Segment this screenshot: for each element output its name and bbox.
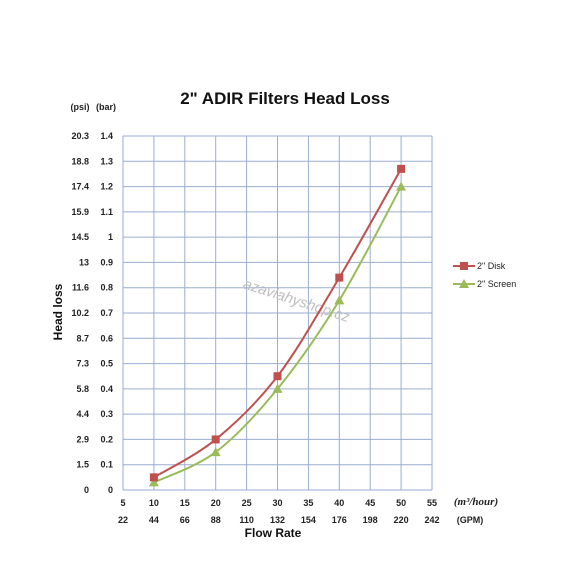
y-tick-bar: 0 bbox=[108, 485, 113, 495]
series-line-disk bbox=[153, 168, 402, 479]
legend-label-disk: 2" Disk bbox=[477, 261, 506, 271]
y-tick-psi: 15.9 bbox=[71, 207, 89, 217]
x-tick-gpm: 198 bbox=[363, 515, 378, 525]
data-point-disk bbox=[273, 372, 282, 381]
y-tick-psi: 13 bbox=[79, 257, 89, 267]
data-point-disk bbox=[211, 435, 220, 444]
y-tick-psi: 2.9 bbox=[76, 434, 89, 444]
y-axis-label: Head loss bbox=[51, 283, 65, 340]
data-point-screen bbox=[210, 447, 221, 457]
x-tick-m3h: 15 bbox=[180, 498, 190, 508]
data-point-screen bbox=[334, 295, 345, 305]
y-tick-bar: 0.3 bbox=[100, 409, 113, 419]
x-tick-gpm: 110 bbox=[239, 515, 254, 525]
data-point-screen bbox=[148, 477, 159, 487]
series bbox=[148, 164, 407, 487]
x-tick-m3h: 40 bbox=[334, 498, 344, 508]
y-unit-psi: (psi) bbox=[71, 102, 90, 112]
y-tick-bar: 0.9 bbox=[100, 257, 113, 267]
x-unit-gpm: (GPM) bbox=[457, 515, 484, 525]
x-unit-m3-hour: (m³/hour) bbox=[454, 496, 498, 508]
y-tick-bar: 0.4 bbox=[100, 384, 113, 394]
data-point-screen bbox=[272, 383, 283, 393]
x-tick-gpm: 88 bbox=[211, 515, 221, 525]
y-tick-psi: 14.5 bbox=[71, 232, 89, 242]
x-axis-label: Flow Rate bbox=[245, 526, 302, 540]
x-tick-gpm: 132 bbox=[270, 515, 285, 525]
x-tick-gpm: 66 bbox=[180, 515, 190, 525]
legend-marker-screen bbox=[459, 279, 469, 288]
x-tick-m3h: 5 bbox=[120, 498, 125, 508]
x-tick-gpm: 220 bbox=[394, 515, 409, 525]
y-tick-bar: 0.7 bbox=[100, 308, 113, 318]
x-tick-m3h: 35 bbox=[303, 498, 313, 508]
y-tick-bar: 0.6 bbox=[100, 333, 113, 343]
y-tick-bar: 0.1 bbox=[100, 460, 113, 470]
legend-label-screen: 2" Screen bbox=[477, 279, 516, 289]
x-tick-gpm: 44 bbox=[149, 515, 159, 525]
y-tick-psi: 10.2 bbox=[71, 308, 89, 318]
y-tick-bar: 0.8 bbox=[100, 283, 113, 293]
x-tick-m3h: 55 bbox=[427, 498, 437, 508]
x-tick-m3h: 45 bbox=[365, 498, 375, 508]
y-tick-bar: 0.2 bbox=[100, 434, 113, 444]
x-tick-gpm: 176 bbox=[332, 515, 347, 525]
legend-marker-disk bbox=[460, 262, 468, 270]
y-tick-psi: 18.8 bbox=[71, 156, 89, 166]
y-tick-psi: 1.5 bbox=[76, 460, 89, 470]
y-tick-psi: 4.4 bbox=[76, 409, 89, 419]
y-unit-bar: (bar) bbox=[96, 102, 116, 112]
legend: 2" Disk 2" Screen bbox=[453, 261, 516, 289]
y-tick-psi: 20.3 bbox=[71, 131, 89, 141]
x-tick-gpm: 242 bbox=[424, 515, 439, 525]
x-tick-m3h: 50 bbox=[396, 498, 406, 508]
data-point-screen bbox=[396, 181, 407, 191]
x-tick-m3h: 25 bbox=[242, 498, 252, 508]
data-point-disk bbox=[335, 273, 344, 282]
chart-title: 2" ADIR Filters Head Loss bbox=[180, 89, 390, 108]
data-point-disk bbox=[397, 164, 406, 173]
y-tick-psi: 7.3 bbox=[76, 359, 89, 369]
x-tick-m3h: 20 bbox=[211, 498, 221, 508]
series-line-screen bbox=[153, 186, 402, 484]
y-tick-psi: 0 bbox=[84, 485, 89, 495]
x-tick-m3h: 10 bbox=[149, 498, 159, 508]
grid bbox=[122, 135, 433, 491]
x-tick-gpm: 154 bbox=[301, 515, 316, 525]
x-tick-gpm: 22 bbox=[118, 515, 128, 525]
y-tick-bar: 1.1 bbox=[100, 207, 113, 217]
y-tick-bar: 1.3 bbox=[100, 156, 113, 166]
y-tick-bar: 1.4 bbox=[100, 131, 113, 141]
y-tick-bar: 0.5 bbox=[100, 359, 113, 369]
x-tick-m3h: 30 bbox=[272, 498, 282, 508]
y-tick-bar: 1.2 bbox=[100, 182, 113, 192]
tick-labels: 0 0 0.1 1.5 0.2 2.9 0.3 4.4 0.4 5.8 0.5 7.3 0.6 8.7 0.… bbox=[71, 131, 439, 525]
y-tick-bar: 1 bbox=[108, 232, 113, 242]
y-tick-psi: 17.4 bbox=[71, 182, 89, 192]
y-tick-psi: 5.8 bbox=[76, 384, 89, 394]
y-tick-psi: 8.7 bbox=[76, 333, 89, 343]
data-point-disk bbox=[149, 473, 158, 482]
y-tick-psi: 11.6 bbox=[72, 283, 89, 293]
